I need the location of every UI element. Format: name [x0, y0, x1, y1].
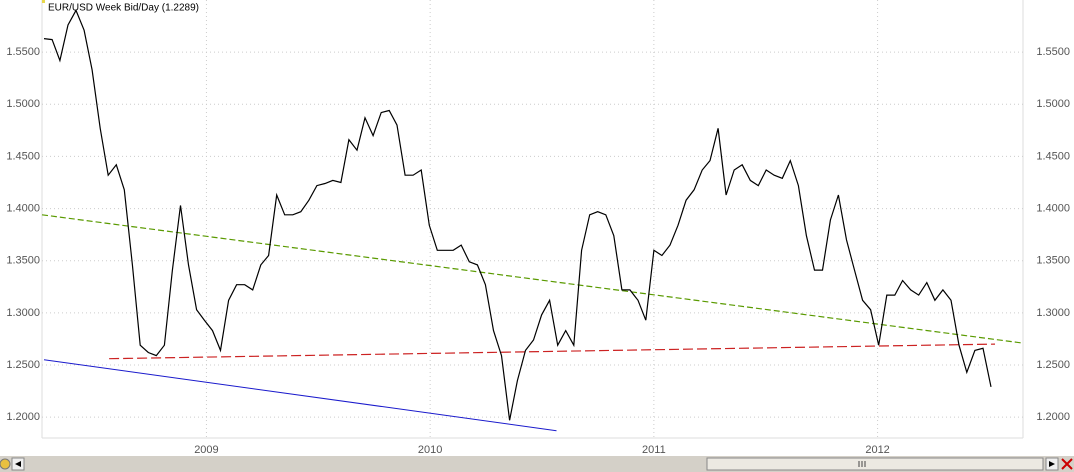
x-tick-label: 2009	[194, 444, 218, 456]
y-tick-label: 1.5500	[1036, 46, 1070, 58]
x-tick-label: 2011	[642, 444, 666, 456]
y-tick-label: 1.3000	[6, 307, 40, 319]
trend-line	[41, 214, 1024, 344]
y-tick-label: 1.4500	[1036, 150, 1070, 162]
arrow-icon	[15, 461, 21, 467]
background	[0, 0, 1074, 456]
arrow-icon	[1049, 461, 1055, 467]
x-tick-label: 2012	[865, 444, 889, 456]
y-tick-label: 1.2000	[1036, 411, 1070, 423]
scrollbar[interactable]	[0, 456, 1074, 472]
x-tick-label: 2010	[418, 444, 442, 456]
y-tick-label: 1.4000	[1036, 202, 1070, 214]
y-tick-label: 1.5000	[1036, 98, 1070, 110]
y-tick-label: 1.2500	[6, 359, 40, 371]
y-tick-label: 1.4500	[6, 150, 40, 162]
y-tick-label: 1.5500	[6, 46, 40, 58]
chart-title: EUR/USD Week Bid/Day (1.2289)	[48, 3, 199, 14]
grip-icon	[858, 461, 866, 467]
legend-swatch	[42, 0, 45, 3]
price-line	[43, 9, 992, 421]
y-tick-label: 1.2500	[1036, 359, 1070, 371]
scroll-thumb[interactable]	[706, 457, 1044, 471]
close-icon[interactable]	[1061, 458, 1073, 470]
settings-icon[interactable]	[0, 458, 11, 470]
y-tick-label: 1.3500	[1036, 255, 1070, 267]
y-tick-label: 1.5000	[6, 98, 40, 110]
y-tick-label: 1.2000	[6, 411, 40, 423]
y-tick-label: 1.3500	[6, 255, 40, 267]
trend-line	[43, 359, 557, 432]
y-tick-label: 1.4000	[6, 202, 40, 214]
y-tick-label: 1.3000	[1036, 307, 1070, 319]
trend-line	[109, 343, 996, 360]
